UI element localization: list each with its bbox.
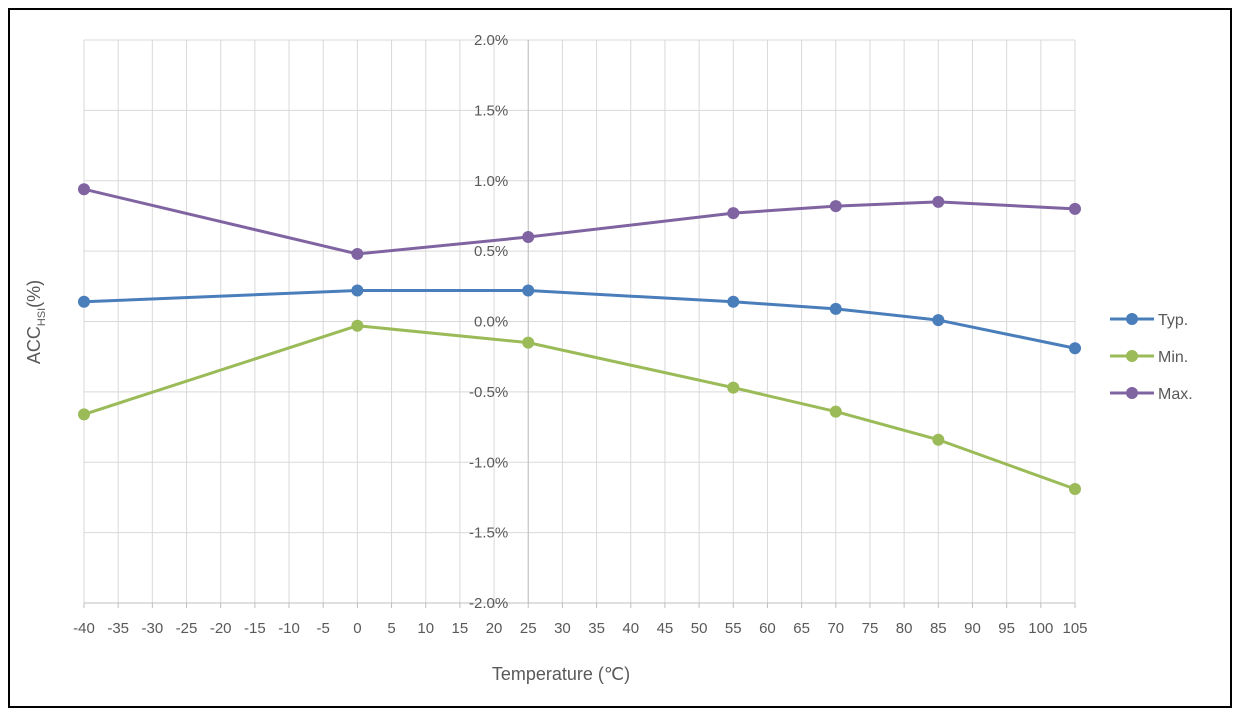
data-point	[1069, 482, 1081, 495]
legend-label: Typ.	[1158, 312, 1188, 329]
data-point	[522, 336, 535, 349]
y-tick-label: -0.5%	[469, 384, 508, 401]
y-tick-label: 1.5%	[474, 102, 508, 119]
grid	[83, 39, 1076, 604]
legend-marker	[1126, 313, 1138, 325]
y-axis-title-suffix: (%)	[24, 280, 44, 308]
x-tick-label: 90	[964, 620, 981, 637]
x-tick-label: 30	[554, 620, 571, 637]
x-tick-label: 95	[998, 620, 1015, 637]
tick-labels: -40 -35 -30 -25 -20 -15 -10 -5 0 5 10 15 20 25 30 35 40 4…	[73, 32, 1087, 637]
y-tick-label: 0.0%	[474, 314, 508, 331]
x-tick-label: -25	[176, 620, 198, 637]
x-tick-label: 10	[417, 620, 434, 637]
data-point	[932, 195, 945, 208]
data-point	[351, 247, 364, 260]
data-point	[522, 284, 535, 297]
chart-frame	[8, 8, 1232, 708]
x-tick-label: -15	[244, 620, 266, 637]
legend-label: Min.	[1158, 349, 1188, 366]
y-tick-label: 1.0%	[474, 173, 508, 190]
series-line-min	[83, 324, 1076, 491]
y-axis-title-subscript: HSI	[36, 308, 48, 326]
series-line-typ	[83, 289, 1076, 350]
x-tick-label: 75	[862, 620, 879, 637]
data-point	[829, 405, 842, 418]
legend-marker	[1126, 350, 1138, 362]
x-tick-label: 45	[657, 620, 674, 637]
data-point	[1069, 342, 1081, 355]
x-tick-label: -35	[107, 620, 129, 637]
data-point	[829, 200, 842, 213]
x-tick-label: 15	[452, 620, 469, 637]
data-point	[351, 284, 364, 297]
x-axis-title: Temperature (℃)	[492, 664, 630, 684]
data-point	[78, 408, 90, 421]
legend-marker	[1126, 387, 1138, 399]
series-line-max	[83, 187, 1076, 256]
data-point	[522, 231, 535, 244]
data-point	[78, 295, 90, 308]
x-tick-label: 60	[759, 620, 776, 637]
x-tick-label: 65	[793, 620, 810, 637]
x-tick-label: -20	[210, 620, 232, 637]
y-tick-label: 2.0%	[474, 32, 508, 49]
series	[78, 183, 1081, 495]
y-tick-label: 0.5%	[474, 243, 508, 260]
x-tick-label: 25	[520, 620, 537, 637]
data-point	[727, 381, 740, 394]
legend: Typ. Min. Max.	[1110, 312, 1193, 403]
y-tick-label: -1.5%	[469, 525, 508, 542]
legend-label: Max.	[1158, 386, 1193, 403]
x-tick-label: 100	[1028, 620, 1053, 637]
data-point	[351, 319, 364, 332]
data-point	[727, 207, 740, 220]
x-tick-label: -5	[317, 620, 330, 637]
x-tick-label: 20	[486, 620, 503, 637]
x-tick-label: 55	[725, 620, 742, 637]
data-point	[932, 314, 945, 327]
x-tick-label: 35	[588, 620, 605, 637]
data-point	[1069, 202, 1081, 215]
x-tick-label: 50	[691, 620, 708, 637]
x-tick-label: -30	[142, 620, 164, 637]
x-tick-label: 80	[896, 620, 913, 637]
x-tick-label: -40	[73, 620, 95, 637]
x-tick-label: 5	[387, 620, 395, 637]
data-point	[78, 183, 90, 196]
data-point	[932, 433, 945, 446]
y-axis-title: ACCHSI(%)	[24, 280, 48, 364]
y-axis-title-main: ACC	[24, 326, 44, 364]
x-tick-label: 0	[353, 620, 361, 637]
x-tick-label: 40	[622, 620, 639, 637]
data-point	[727, 295, 740, 308]
x-tick-label: 70	[827, 620, 844, 637]
x-tick-label: -10	[278, 620, 300, 637]
x-tick-label: 105	[1062, 620, 1087, 637]
x-tick-label: 85	[930, 620, 947, 637]
axes	[83, 40, 1076, 608]
y-tick-label: -2.0%	[469, 595, 508, 612]
data-point	[829, 302, 842, 315]
y-tick-label: -1.0%	[469, 454, 508, 471]
